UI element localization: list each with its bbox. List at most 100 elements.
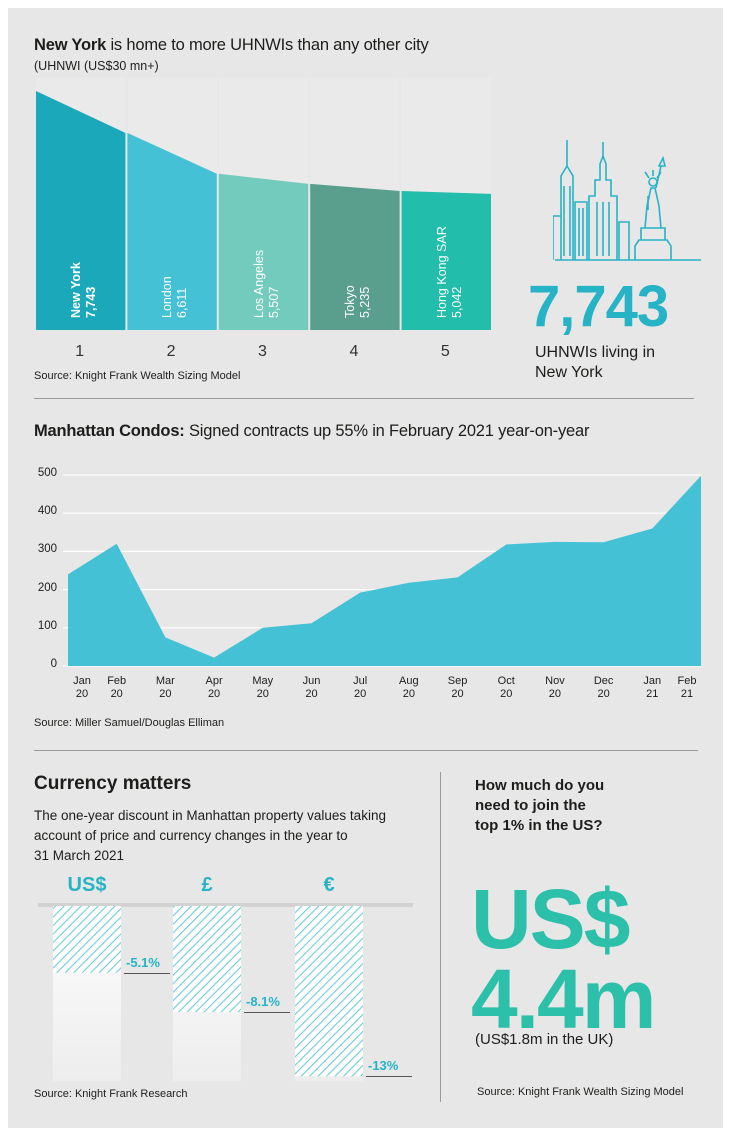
currency-value-rule	[124, 972, 170, 974]
bar-city-label: Hong Kong SAR	[434, 226, 449, 318]
condos-area-chart	[63, 474, 702, 667]
x-tick-month: Jun	[302, 675, 321, 687]
x-tick-label: Nov 20	[535, 675, 575, 701]
bar-hong-kong-sar	[401, 191, 491, 330]
x-tick-month: Nov	[545, 675, 565, 687]
x-tick-month: Apr	[205, 675, 223, 687]
x-tick-label: Mar 20	[145, 675, 185, 701]
currency-value-label: -5.1%	[126, 954, 160, 970]
x-tick-month: Jan	[73, 675, 91, 687]
x-tick-year: 20	[207, 688, 221, 700]
uhnwi-chart-subtitle: (UHNWI (US$30 mn+)	[34, 59, 159, 73]
y-tick-label: 400	[37, 505, 57, 518]
x-tick-label: Jun 20	[291, 675, 331, 701]
uhnwi-source: Source: Knight Frank Wealth Sizing Model	[34, 370, 241, 382]
x-tick-year: 21	[646, 688, 659, 700]
bar-city-label: New York	[69, 262, 83, 318]
section-divider-2	[34, 750, 698, 751]
x-tick-month: Jan	[643, 675, 662, 687]
x-tick-year: 20	[500, 688, 513, 700]
bar-tokyo	[310, 183, 400, 330]
question-line-2: need to join the	[475, 797, 586, 814]
bar-value-label: 5,507	[266, 286, 281, 318]
x-tick-year: 20	[451, 688, 464, 700]
x-tick-year: 20	[305, 688, 318, 700]
x-tick-year: 20	[354, 688, 367, 700]
uhnwi-bar-chart	[36, 78, 491, 330]
bar-city-label: Los Angeles	[251, 249, 266, 318]
currency-value-rule	[366, 1076, 412, 1078]
currency-value-label: -13%	[368, 1058, 399, 1074]
x-tick-year: 20	[159, 688, 172, 700]
currency-description: The one-year discount in Manhattan prope…	[34, 806, 386, 866]
currency-source: Source: Knight Frank Research	[34, 1088, 188, 1100]
new-york-skyline-icon	[553, 140, 701, 261]
x-tick-year: 20	[75, 688, 89, 700]
currency-discount-bar-2	[295, 906, 363, 1077]
x-tick-label: Apr 20	[194, 675, 234, 701]
bar-label: New York 7,743	[69, 262, 99, 318]
rank-label: 1	[75, 343, 85, 360]
x-tick-year: 20	[597, 688, 610, 700]
y-tick-label: 0	[50, 658, 57, 670]
highlight-number: 7,743	[528, 274, 669, 339]
condos-chart-title: Manhattan Condos: Signed contracts up 55…	[34, 422, 590, 440]
bar-value-label: 5,042	[449, 286, 464, 318]
x-tick-label: Dec 20	[584, 675, 624, 701]
bar-city-label: Tokyo	[343, 285, 358, 318]
section-divider-1	[34, 398, 694, 399]
x-tick-month: Jul	[353, 675, 368, 687]
x-tick-label: May 20	[243, 675, 283, 701]
bar-new-york	[36, 91, 126, 330]
vertical-divider	[440, 772, 441, 1102]
rank-label: 4	[349, 343, 359, 360]
currency-title: Currency matters	[34, 773, 192, 794]
question-line-1: How much do you	[475, 777, 605, 794]
bar-value-label: 6,611	[175, 287, 190, 318]
x-tick-month: Mar	[155, 675, 175, 687]
x-tick-year: 20	[256, 688, 269, 700]
currency-discount-bar-0	[53, 906, 121, 973]
uk-threshold-note: (US$1.8m in the UK)	[475, 1031, 614, 1048]
currency-baseline	[38, 903, 413, 907]
question-line-3: top 1% in the US?	[475, 817, 603, 834]
x-tick-month: Sep	[447, 675, 468, 687]
bar-label: Hong Kong SAR 5,042	[435, 226, 465, 318]
bar-label: London 6,611	[160, 276, 190, 318]
condos-area-series	[68, 475, 701, 666]
bar-city-label: London	[160, 276, 175, 318]
threshold-source: Source: Knight Frank Wealth Sizing Model	[477, 1086, 684, 1098]
currency-bar-chart	[38, 903, 413, 1081]
x-tick-month: Aug	[399, 675, 419, 687]
rank-label: 5	[440, 343, 450, 360]
rank-label: 2	[166, 343, 176, 360]
y-tick-label: 500	[37, 467, 57, 479]
currency-value-label: -8.1%	[246, 994, 280, 1010]
bar-los-angeles	[218, 173, 309, 330]
top-one-percent-question: How much do you need to join the top 1% …	[475, 776, 604, 836]
x-tick-month: Feb	[107, 675, 127, 687]
currency-symbol-label: £	[201, 874, 213, 896]
x-tick-month: May	[252, 675, 274, 687]
infographic: New York is home to more UHNWIs than any…	[8, 8, 723, 1128]
highlight-caption-line-1: UHNWIs living in	[535, 344, 656, 361]
x-tick-label: Sep 20	[438, 675, 478, 701]
x-tick-label: Feb 21	[667, 675, 707, 701]
currency-desc-line-3: 31 March 2021	[34, 848, 125, 863]
us-threshold-amount: 4.4m	[471, 952, 656, 1046]
x-tick-month: Oct	[497, 675, 515, 687]
x-tick-label: Jul 20	[340, 675, 380, 701]
currency-symbol-label: US$	[67, 874, 107, 896]
bar-label: Tokyo 5,235	[343, 285, 373, 318]
x-tick-label: Feb 20	[97, 675, 137, 701]
x-tick-year: 21	[680, 688, 694, 700]
uhnwi-chart-title: New York is home to more UHNWIs than any…	[34, 36, 429, 54]
currency-discount-bar-1	[173, 906, 241, 1013]
x-tick-month: Dec	[593, 675, 614, 687]
highlight-caption-line-2: New York	[535, 364, 603, 381]
x-tick-label: Oct 20	[486, 675, 526, 701]
y-tick-label: 100	[37, 619, 57, 632]
y-tick-label: 200	[37, 581, 57, 594]
currency-value-rule	[244, 1012, 290, 1014]
currency-symbol-label: €	[323, 874, 335, 896]
